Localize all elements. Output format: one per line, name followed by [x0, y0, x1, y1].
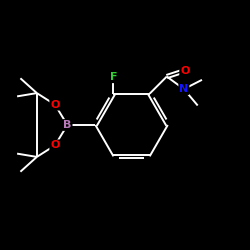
Text: N: N [179, 84, 188, 94]
Text: F: F [110, 72, 117, 82]
Text: O: O [180, 66, 190, 76]
Text: B: B [63, 120, 72, 130]
Text: O: O [50, 100, 59, 110]
Text: O: O [50, 140, 59, 150]
